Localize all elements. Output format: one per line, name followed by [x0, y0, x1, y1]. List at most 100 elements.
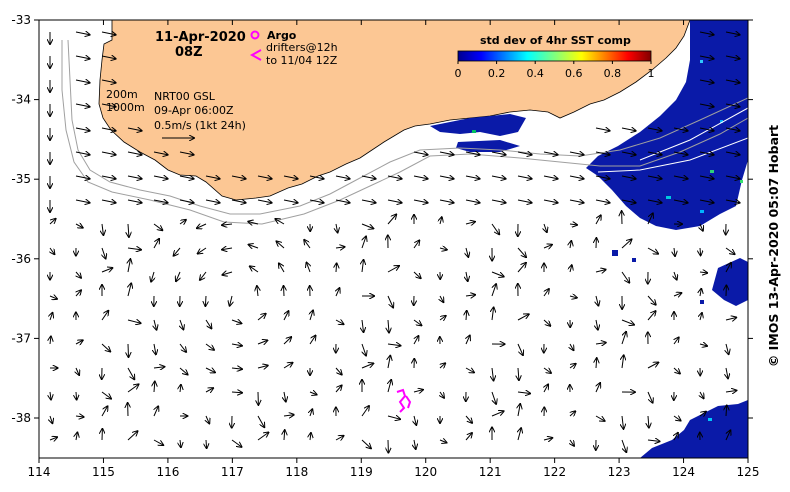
current-arrow: [101, 311, 108, 321]
current-arrow: [249, 245, 259, 248]
current-arrow: [387, 266, 399, 273]
current-arrow: [101, 176, 116, 179]
lat-tick-label: -38: [11, 411, 31, 425]
current-arrow: [699, 32, 714, 35]
lat-tick-label: -33: [11, 13, 31, 27]
current-arrow: [466, 336, 470, 345]
current-arrow: [283, 176, 298, 179]
copyright-label: © IMOS 13-Apr-2020 05:07 Hobart: [766, 124, 781, 368]
current-arrow: [75, 416, 84, 417]
current-arrow: [361, 363, 373, 369]
current-arrow: [543, 319, 550, 326]
current-arrow: [154, 382, 155, 393]
current-arrow: [127, 431, 138, 441]
current-arrow: [76, 433, 77, 441]
current-arrow: [362, 319, 364, 332]
current-arrow: [725, 391, 736, 393]
current-arrow: [543, 200, 558, 203]
current-arrow: [387, 344, 401, 346]
current-arrow: [75, 176, 90, 179]
current-arrow: [153, 176, 168, 179]
current-arrow: [275, 219, 285, 225]
current-arrow: [361, 223, 373, 229]
current-arrow: [198, 247, 207, 254]
current-arrow: [569, 152, 584, 155]
current-arrow: [673, 176, 688, 179]
current-arrow: [647, 152, 662, 155]
current-arrow: [674, 433, 678, 441]
current-arrow: [127, 128, 142, 131]
current-arrow: [153, 152, 168, 155]
plot-frame: [38, 19, 749, 459]
current-arrow: [361, 406, 369, 417]
current-arrow: [699, 128, 714, 131]
current-arrow: [413, 152, 428, 155]
drifters-time: to 11/04 12Z: [266, 54, 338, 67]
current-arrow: [414, 439, 416, 449]
current-arrow: [465, 433, 472, 441]
current-arrow: [440, 363, 445, 368]
current-arrow: [101, 268, 112, 272]
current-arrow: [491, 176, 506, 179]
current-arrow: [362, 343, 366, 356]
current-arrow: [725, 176, 740, 179]
current-arrow: [128, 343, 129, 357]
current-arrow: [517, 176, 532, 179]
current-arrow: [205, 368, 215, 372]
current-arrow: [307, 263, 311, 273]
current-arrow: [699, 344, 707, 346]
current-arrow: [387, 295, 393, 308]
current-arrow: [621, 439, 626, 452]
current-arrow: [75, 56, 90, 59]
current-arrow: [179, 176, 194, 179]
current-arrow: [101, 80, 116, 83]
current-arrow: [699, 104, 714, 107]
current-arrow: [335, 247, 345, 248]
current-arrow: [179, 367, 188, 375]
current-arrow: [310, 433, 311, 441]
current-arrow: [700, 391, 704, 398]
current-arrow: [76, 271, 81, 278]
current-arrow: [648, 415, 649, 428]
colorbar-ticks: 0 0.2 0.4 0.6 0.8 1: [455, 61, 655, 80]
current-arrow: [699, 412, 706, 416]
lon-tick-label: 115: [92, 465, 115, 479]
current-arrow: [596, 295, 598, 306]
current-arrow: [700, 313, 702, 321]
current-arrow: [257, 366, 268, 369]
current-arrow: [176, 271, 180, 281]
current-arrow: [518, 428, 521, 441]
current-arrow: [257, 286, 258, 297]
current-arrow: [279, 263, 285, 273]
current-arrow: [101, 128, 116, 131]
current-arrow: [518, 404, 520, 417]
current-arrow: [309, 200, 324, 203]
lon-tick-label: 114: [28, 465, 51, 479]
current-arrow: [517, 314, 529, 321]
current-arrow: [180, 319, 183, 329]
lon-tick-label: 123: [608, 465, 631, 479]
current-arrow: [257, 415, 264, 427]
current-arrow: [335, 367, 342, 375]
current-arrow: [50, 415, 52, 423]
current-arrow: [700, 289, 701, 297]
drifter-tracks: [396, 388, 412, 413]
current-arrow: [413, 241, 419, 249]
current-arrow: [465, 415, 472, 423]
current-arrow: [673, 128, 688, 131]
current-arrow: [309, 176, 324, 179]
current-arrow: [725, 128, 740, 131]
current-arrow: [127, 248, 141, 250]
current-arrow: [206, 439, 207, 448]
current-arrow: [75, 80, 90, 83]
current-arrow: [336, 223, 338, 233]
current-arrow: [595, 215, 601, 225]
current-arrow: [49, 219, 56, 224]
lat-tick-label: -36: [11, 252, 31, 266]
current-arrow: [491, 411, 504, 417]
current-arrow: [200, 271, 207, 280]
colorbar-tick-label: 0.2: [488, 67, 506, 80]
current-arrow: [466, 271, 468, 281]
current-arrow: [257, 200, 272, 203]
drifters-label: drifters@12h: [266, 41, 338, 54]
